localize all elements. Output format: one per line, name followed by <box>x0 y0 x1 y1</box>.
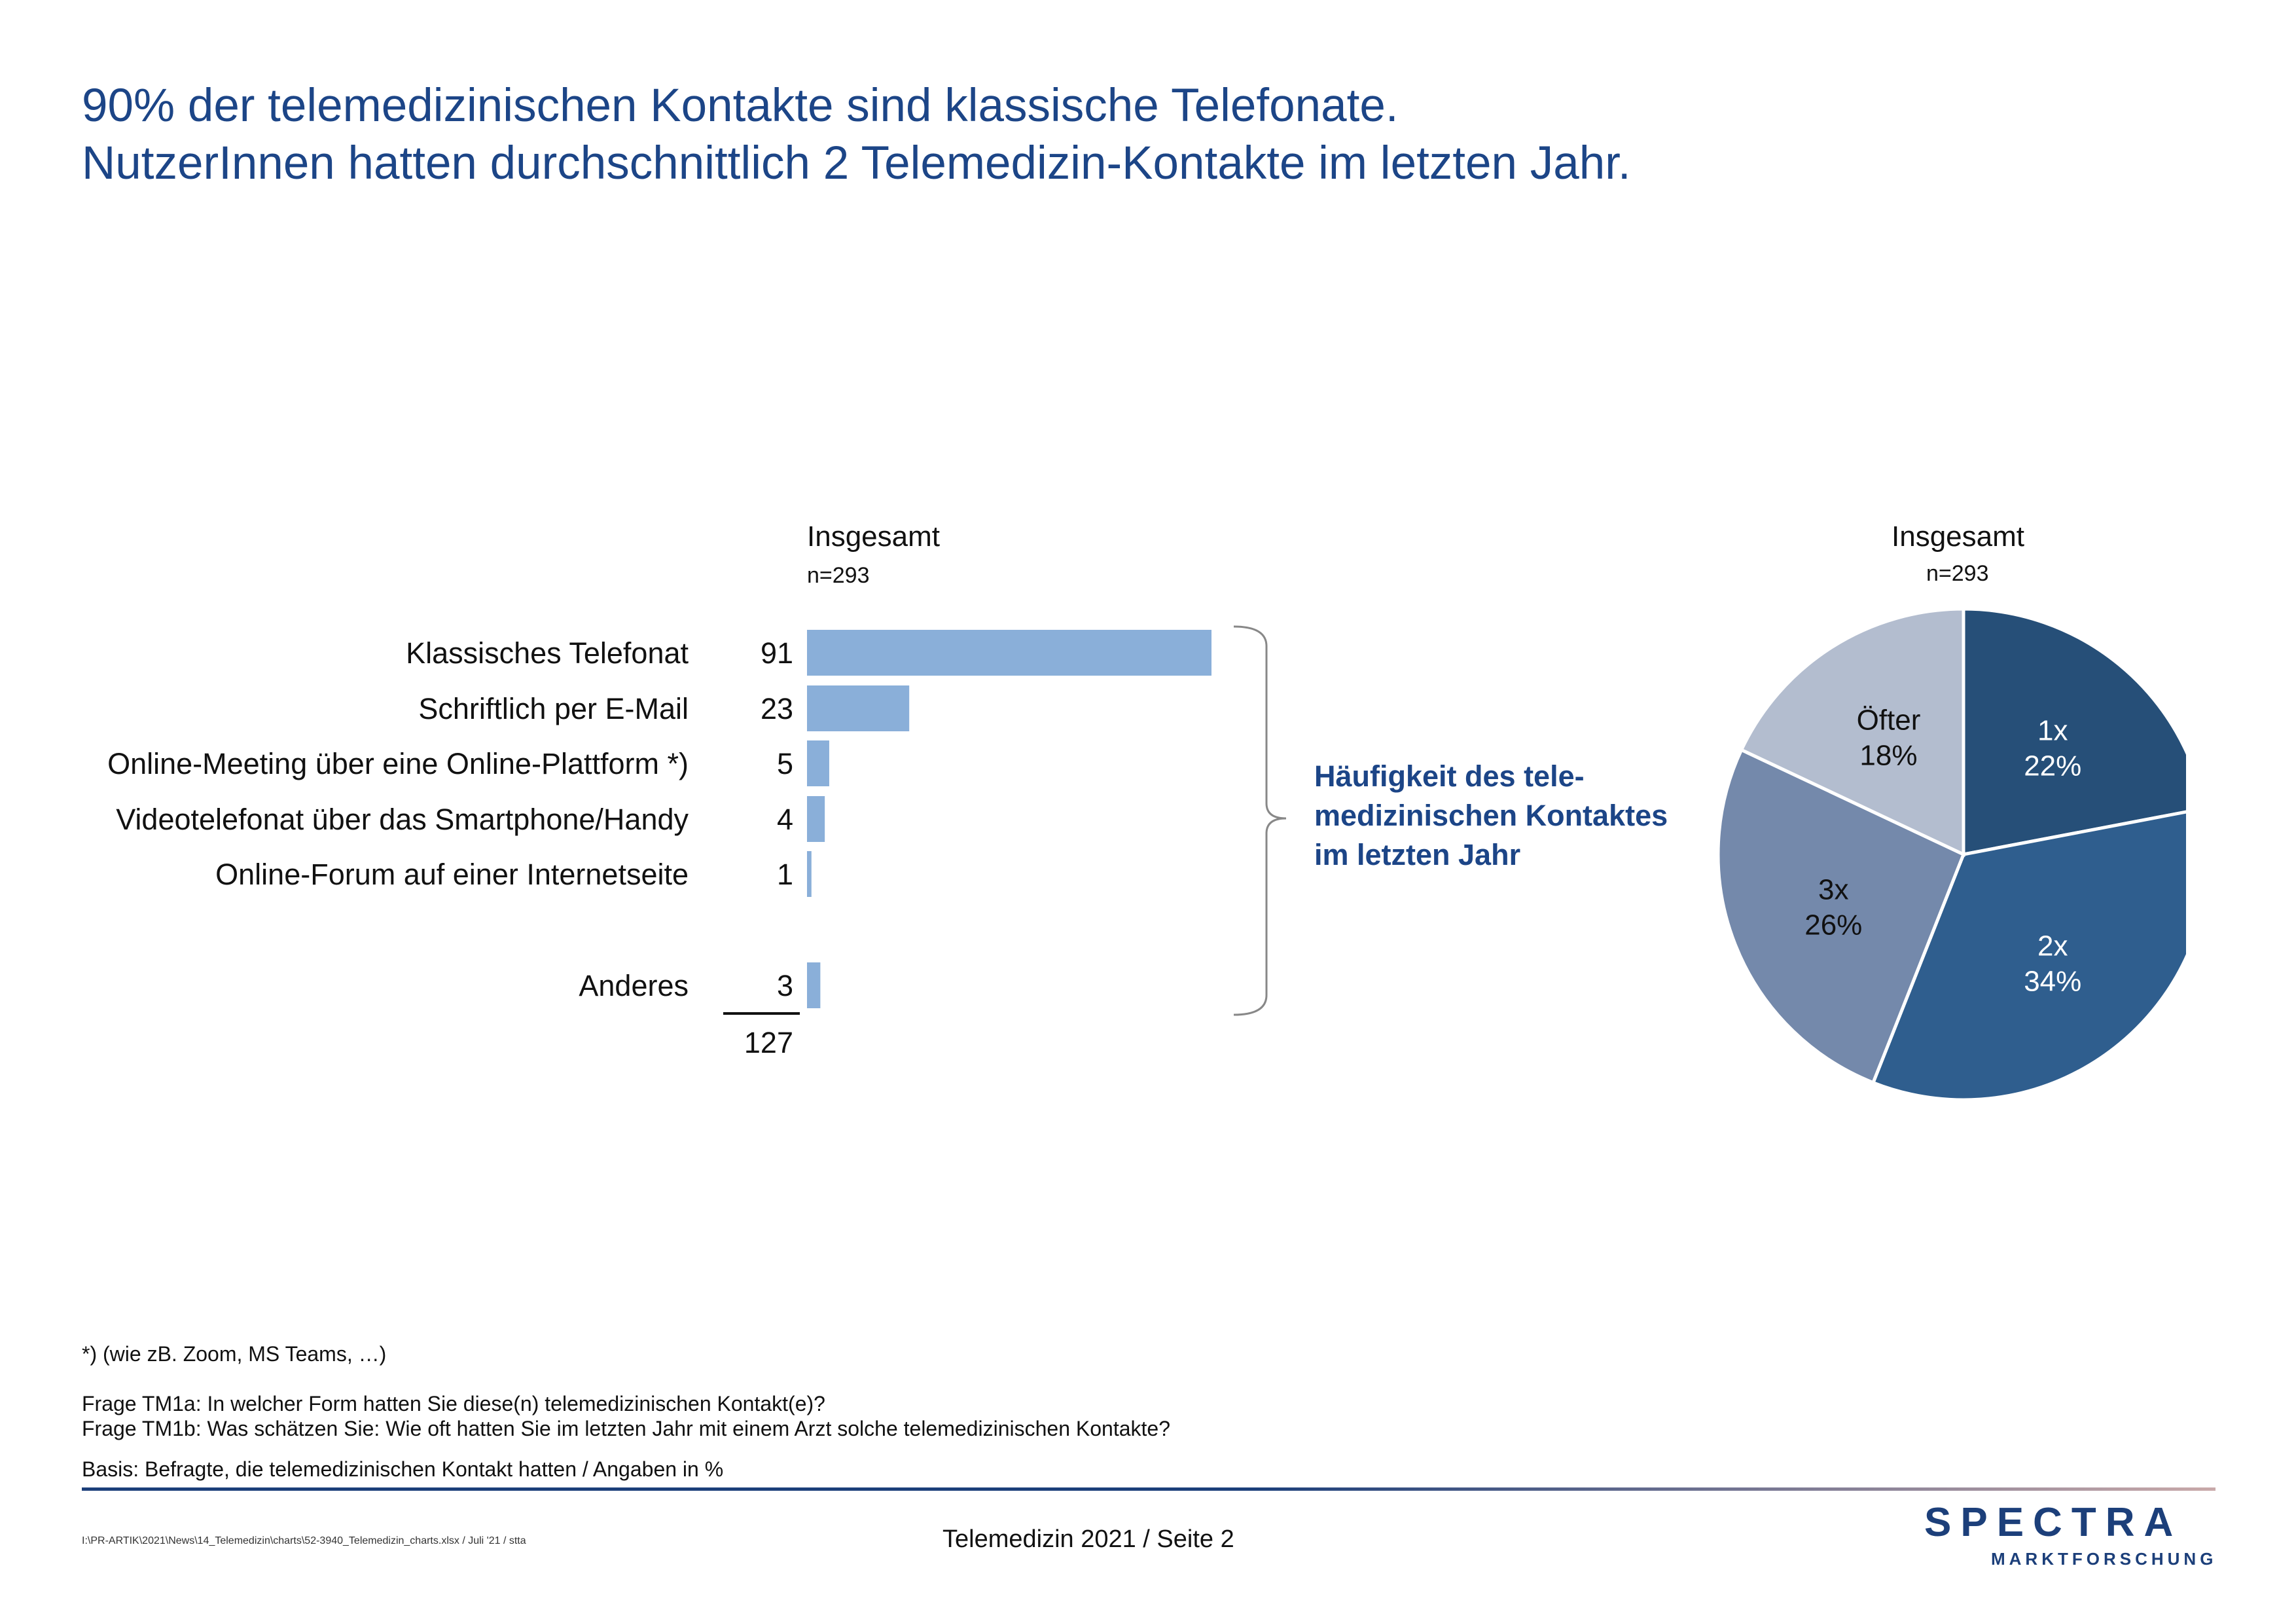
footer-rule <box>82 1487 2215 1491</box>
logo-sub-text: MARKTFORSCHUNG <box>1991 1549 2217 1569</box>
bar-category-label: Schriftlich per E-Mail <box>418 692 689 725</box>
pie-slice <box>1871 810 2186 1102</box>
pie-slice <box>1962 607 2186 857</box>
footnote-question-1: Frage TM1a: In welcher Form hatten Sie d… <box>82 1392 825 1415</box>
pie-slice-label: 2x <box>2037 930 2068 962</box>
bar <box>807 740 829 786</box>
bracket <box>1233 625 1287 1016</box>
bar <box>807 851 812 897</box>
pie-slice <box>1716 748 1966 1085</box>
pie-slice-label: 1x <box>2037 714 2068 746</box>
bar <box>807 962 821 1008</box>
bar-value-label: 91 <box>761 636 793 670</box>
bar-category-label: Videotelefonat über das Smartphone/Handy <box>116 803 689 836</box>
spectra-logo: SPECTRA MARKTFORSCHUNG <box>1924 1499 2219 1578</box>
pie-slice-label: 3x <box>1818 874 1848 906</box>
bar-category-label: Online-Meeting über eine Online-Plattfor… <box>107 747 689 780</box>
logo-main-text: SPECTRA <box>1924 1500 2183 1545</box>
footnote-basis: Basis: Befragte, die telemedizinischen K… <box>82 1457 724 1481</box>
bar-chart-n: n=293 <box>807 563 870 588</box>
page-title: 90% der telemedizinischen Kontakte sind … <box>82 77 1631 192</box>
bar-chart-header: Insgesamt <box>807 520 940 553</box>
pie-slice <box>1739 607 1965 857</box>
bar-value-label: 23 <box>761 692 793 725</box>
bar-category-label: Anderes <box>579 969 689 1002</box>
bar-category-label: Klassisches Telefonat <box>406 636 689 670</box>
page-label: Telemedizin 2021 / Seite 2 <box>942 1525 1234 1553</box>
bar-value-label: 5 <box>777 747 793 780</box>
bracket-label-line-2: medizinischen Kontaktes <box>1314 799 1668 832</box>
bar-value-label: 3 <box>777 969 793 1002</box>
bracket-label: Häufigkeit des tele- medizinischen Konta… <box>1314 757 1668 875</box>
pie-slice-label: Öfter <box>1857 704 1921 737</box>
pie-chart-header: Insgesamt <box>1892 520 2024 553</box>
file-path: I:\PR-ARTIK\2021\News\14_Telemedizin\cha… <box>82 1535 526 1546</box>
bar-total-label: 127 <box>744 1026 793 1059</box>
footnote-question-2: Frage TM1b: Was schätzen Sie: Wie oft ha… <box>82 1417 1170 1440</box>
bar-category-label: Online-Forum auf einer Internetseite <box>215 858 689 891</box>
bar <box>807 685 910 731</box>
footnote-asterisk: *) (wie zB. Zoom, MS Teams, …) <box>82 1342 387 1366</box>
bar <box>807 796 825 842</box>
bar-value-label: 1 <box>777 858 793 891</box>
bar-value-label: 4 <box>777 803 793 836</box>
bracket-label-line-3: im letzten Jahr <box>1314 838 1521 871</box>
bar-layer: Klassisches Telefonat 91 Schriftlich per E… <box>107 630 1211 1059</box>
title-line-1: 90% der telemedizinischen Kontakte sind … <box>82 80 1399 132</box>
pie-slice-value: 18% <box>1859 740 1917 772</box>
bar-chart: Klassisches Telefonat 91 Schriftlich per E… <box>107 625 1287 1059</box>
pie-slice-value: 26% <box>1804 909 1862 941</box>
pie-slice-value: 34% <box>2024 966 2081 998</box>
bar <box>807 630 1211 676</box>
title-line-2: NutzerInnen hatten durchschnittlich 2 Te… <box>82 137 1631 189</box>
pie-chart-n: n=293 <box>1926 561 1989 586</box>
pie-slice-value: 22% <box>2024 750 2081 782</box>
bracket-label-line-1: Häufigkeit des tele- <box>1314 759 1585 793</box>
